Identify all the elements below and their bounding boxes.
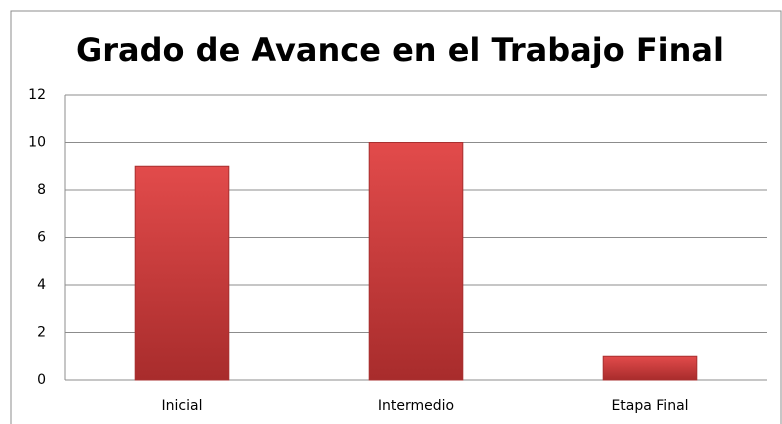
y-tick-label: 4 bbox=[37, 277, 46, 293]
bar bbox=[602, 355, 698, 381]
x-tick-label: Intermedio bbox=[378, 398, 454, 414]
bar bbox=[368, 142, 464, 381]
y-tick-label: 12 bbox=[28, 87, 46, 103]
chart-title: Grado de Avance en el Trabajo Final bbox=[76, 31, 724, 69]
x-tick-label: Inicial bbox=[162, 398, 203, 414]
bar bbox=[134, 165, 230, 381]
y-tick-label: 8 bbox=[37, 182, 46, 198]
y-tick-label: 10 bbox=[28, 135, 46, 151]
x-tick-label: Etapa Final bbox=[611, 398, 688, 414]
y-tick-label: 6 bbox=[37, 230, 46, 246]
y-tick-label: 2 bbox=[37, 325, 46, 341]
y-tick-label: 0 bbox=[37, 372, 46, 388]
